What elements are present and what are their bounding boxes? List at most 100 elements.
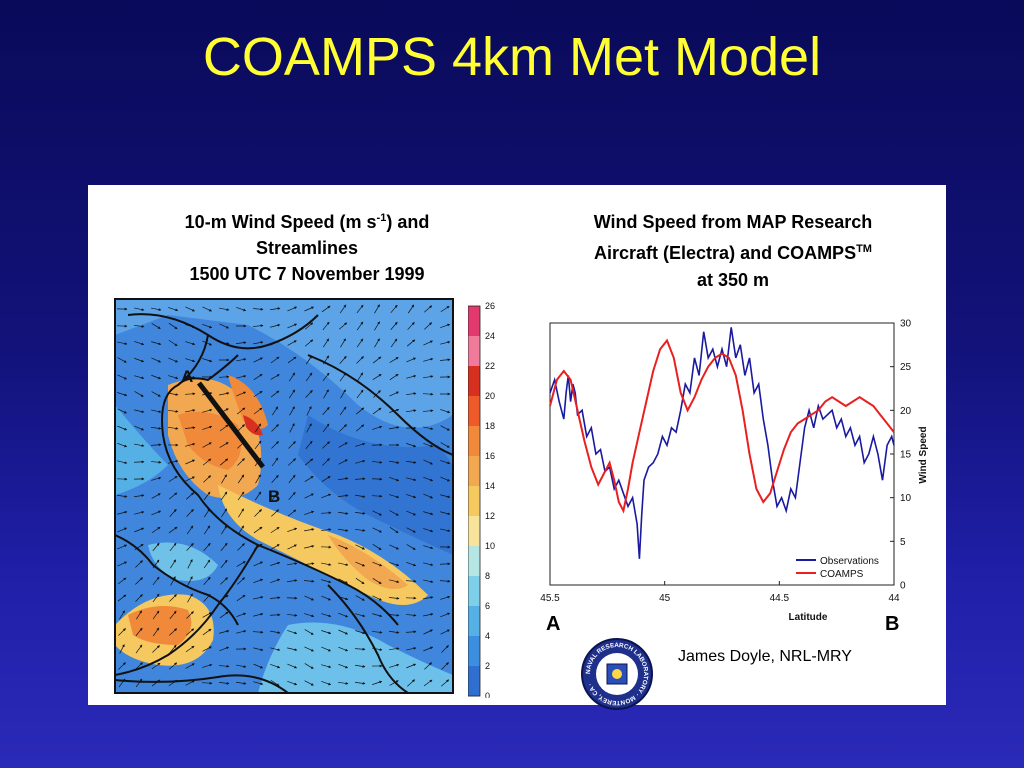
streamline-arrow (371, 460, 383, 464)
streamline-arrow (423, 493, 434, 499)
streamline-arrow (305, 372, 313, 382)
content-panel: 10-m Wind Speed (m s-1) and Streamlines … (88, 185, 946, 710)
streamline-arrow (338, 511, 349, 515)
streamline-arrow (117, 392, 128, 397)
streamline-arrow (321, 493, 332, 499)
streamline-arrow (134, 391, 144, 397)
streamline-arrow (439, 562, 451, 566)
streamline-arrow (373, 390, 381, 398)
streamline-arrow (252, 630, 264, 634)
streamline-arrow (423, 629, 433, 635)
streamline-arrow (151, 526, 161, 534)
streamline-arrow (374, 338, 380, 348)
streamline-arrow (355, 424, 365, 432)
streamline-arrow (168, 307, 179, 312)
streamline-arrow (374, 321, 380, 331)
streamline-arrow (221, 474, 227, 484)
streamline-arrow (202, 612, 212, 618)
streamline-arrow (135, 594, 143, 602)
streamline-arrow (338, 612, 349, 618)
colorbar-segment (468, 366, 480, 397)
streamline-arrow (423, 426, 434, 430)
streamline-arrow (355, 544, 365, 550)
streamline-arrow (237, 543, 245, 551)
streamline-arrow (321, 305, 331, 313)
y-tick-label: 25 (900, 362, 912, 373)
streamline-arrow (186, 509, 194, 517)
colorbar-segment (468, 456, 480, 487)
streamline-arrow (422, 392, 434, 396)
streamline-arrow (406, 374, 417, 379)
colorbar-tick-label: 18 (485, 421, 495, 431)
streamline-arrow (168, 662, 178, 670)
streamline-arrow (304, 339, 314, 347)
streamline-arrow (389, 544, 399, 550)
streamline-arrow (388, 613, 400, 617)
streamline-arrow (185, 628, 195, 636)
streamline-arrow (405, 613, 417, 617)
streamline-arrow (270, 526, 280, 534)
streamline-arrow (337, 494, 349, 498)
streamline-arrow (372, 356, 382, 364)
x-axis-label: Latitude (789, 612, 828, 623)
streamline-arrow (287, 340, 297, 346)
coamps-line (549, 338, 895, 514)
streamline-arrow (355, 561, 366, 567)
x-tick-label: 44 (888, 593, 900, 604)
streamline-arrow (406, 544, 416, 550)
streamline-arrow (202, 323, 213, 329)
streamline-arrow (372, 613, 383, 618)
streamline-arrow (235, 341, 247, 345)
streamline-arrow (151, 409, 162, 413)
streamline-arrow (253, 578, 264, 584)
streamline-arrow (219, 392, 230, 396)
streamline-arrow (286, 596, 298, 600)
streamline-arrow (134, 494, 145, 498)
nrl-seal-logo: NAVAL RESEARCH LABORATORY · MONTEREY, CA… (581, 638, 653, 710)
streamline-arrow (168, 526, 178, 534)
streamline-arrow (304, 646, 314, 652)
streamline-arrow (354, 647, 366, 651)
streamline-arrow (151, 323, 161, 329)
streamline-arrow (389, 476, 400, 482)
streamline-arrow (356, 372, 364, 382)
map-title-superscript: -1 (376, 212, 387, 224)
streamline-arrow (270, 679, 280, 687)
streamline-arrow (288, 372, 296, 382)
streamline-arrow (304, 528, 315, 532)
streamline-arrow (355, 595, 365, 601)
streamline-arrow (117, 408, 127, 414)
streamline-arrow (236, 664, 247, 668)
streamline-arrow (389, 357, 399, 363)
colorbar-tick-label: 14 (485, 481, 495, 491)
streamline-arrow (304, 595, 314, 601)
map-label-b: B (268, 487, 280, 506)
streamline-arrow (185, 306, 195, 312)
streamline-arrow (355, 442, 366, 447)
streamline-arrow (202, 628, 212, 636)
streamline-arrow (289, 406, 295, 416)
streamline-arrow (218, 681, 230, 685)
streamline-arrow (119, 644, 125, 654)
streamline-arrow (440, 595, 451, 600)
streamline-arrow (405, 630, 417, 634)
streamline-arrow (405, 392, 417, 396)
streamline-arrow (288, 458, 297, 466)
streamline-arrow (168, 459, 179, 464)
streamline-arrow (372, 374, 382, 380)
streamline-arrow (338, 596, 349, 601)
wind-speed-line-chart: 0 5 10 15 20 25 30 45.5 45 44.5 44 Observations CO… (540, 319, 929, 624)
streamline-arrow (424, 662, 432, 670)
streamline-arrow (304, 458, 314, 466)
streamline-arrow (287, 630, 298, 635)
streamline-arrow (271, 509, 280, 517)
streamline-arrow (289, 423, 295, 433)
streamline-arrow (253, 526, 263, 534)
streamline-arrow (134, 527, 145, 533)
streamline-arrow (303, 562, 315, 566)
streamline-arrow (321, 613, 332, 618)
streamline-arrow (389, 426, 400, 430)
streamline-arrow (423, 613, 434, 617)
streamline-arrow (135, 577, 143, 585)
streamline-arrow (253, 390, 263, 398)
